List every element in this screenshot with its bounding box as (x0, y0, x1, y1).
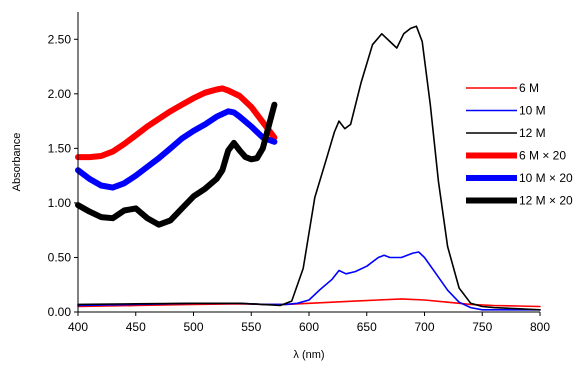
x-tick-label: 750 (472, 320, 492, 334)
series-line-4 (75, 85, 278, 161)
x-tick-label: 450 (126, 320, 146, 334)
y-tick-label: 2.50 (48, 32, 72, 46)
y-tick-label: 0.00 (48, 305, 72, 319)
x-axis-label: λ (nm) (293, 349, 324, 361)
x-tick-label: 600 (299, 320, 319, 334)
axes (77, 12, 540, 313)
y-tick-label: 1.00 (48, 196, 72, 210)
legend: 6 M 10 M 12 M 6 M × 20 10 M × 20 12 M × 20 (466, 81, 573, 208)
series-line-3 (77, 25, 541, 311)
legend-label: 12 M × 20 (519, 194, 573, 208)
legend-label: 6 M (519, 81, 539, 95)
series-lines (75, 25, 541, 311)
y-tick-label: 1.50 (48, 141, 72, 155)
x-tick-label: 800 (530, 320, 550, 334)
y-tick-label: 0.50 (48, 250, 72, 264)
legend-label: 10 M (519, 104, 546, 118)
series-line-5 (75, 108, 278, 191)
x-tick-label: 550 (241, 320, 261, 334)
x-tick-label: 400 (68, 320, 88, 334)
series-line-2 (77, 251, 541, 311)
x-tick-label: 650 (357, 320, 377, 334)
y-tick-label: 2.00 (48, 87, 72, 101)
series-line-6 (75, 101, 278, 228)
legend-label: 6 M × 20 (519, 149, 566, 163)
x-tick-label: 700 (414, 320, 434, 334)
x-tick-label: 500 (183, 320, 203, 334)
x-ticks: 400 450 500 550 600 650 700 750 800 (68, 312, 550, 334)
legend-label: 10 M × 20 (519, 171, 573, 185)
y-axis-label: Absorbance (11, 133, 23, 192)
y-ticks: 0.00 0.50 1.00 1.50 2.00 2.50 (48, 32, 78, 319)
legend-label: 12 M (519, 126, 546, 140)
